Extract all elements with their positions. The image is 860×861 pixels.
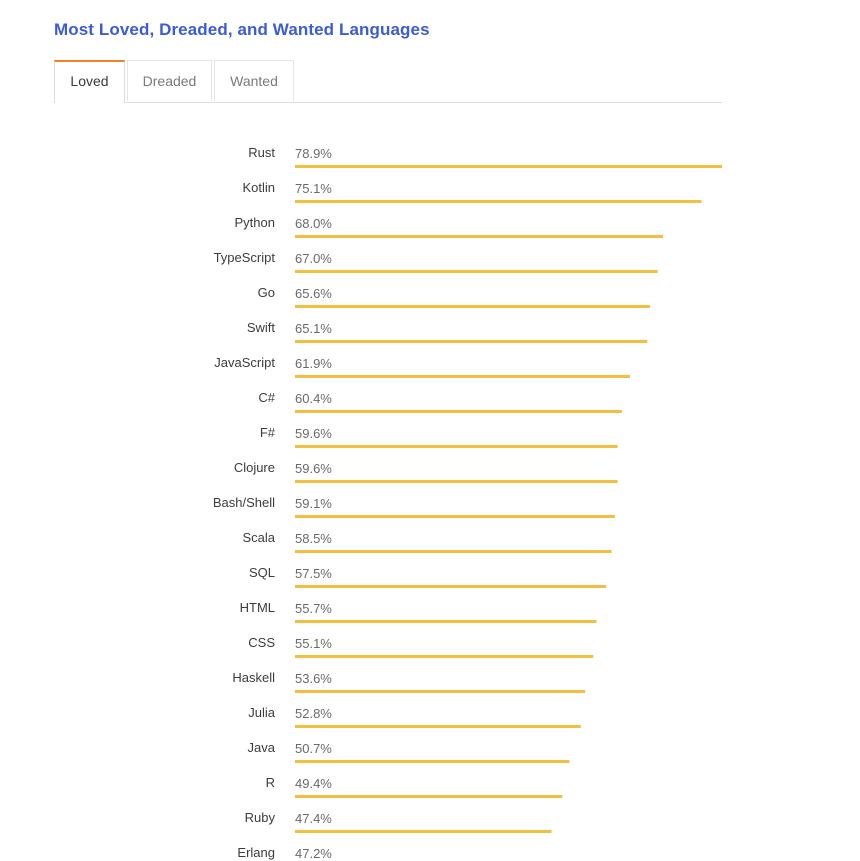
value-label: 75.1% [295, 181, 332, 196]
value-label: 65.6% [295, 286, 332, 301]
bar [295, 445, 618, 448]
bar [295, 340, 648, 343]
category-label: Haskell [232, 670, 275, 685]
bar [295, 200, 702, 203]
bar [295, 410, 622, 413]
value-label: 50.7% [295, 741, 332, 756]
value-label: 55.1% [295, 636, 332, 651]
bar [295, 375, 630, 378]
value-label: 60.4% [295, 391, 332, 406]
bar [295, 550, 612, 553]
bar [295, 830, 552, 833]
value-label: 49.4% [295, 776, 332, 791]
value-label: 53.6% [295, 671, 332, 686]
value-label: 47.4% [295, 811, 332, 826]
category-label: Go [258, 285, 275, 300]
category-label: Clojure [234, 460, 275, 475]
tab-loved[interactable]: Loved [54, 60, 125, 103]
category-label: Kotlin [242, 180, 275, 195]
category-label: F# [260, 425, 276, 440]
category-label: Ruby [245, 810, 276, 825]
category-label: Julia [248, 705, 276, 720]
value-label: 67.0% [295, 251, 332, 266]
bar [295, 585, 607, 588]
category-label: Rust [248, 145, 275, 160]
value-label: 47.2% [295, 846, 332, 861]
bar [295, 655, 594, 658]
category-label: HTML [240, 600, 275, 615]
bar [295, 270, 658, 273]
category-label: JavaScript [214, 355, 275, 370]
value-label: 78.9% [295, 146, 332, 161]
bar [295, 795, 563, 798]
value-label: 55.7% [295, 601, 332, 616]
bar [295, 690, 586, 693]
page-title: Most Loved, Dreaded, and Wanted Language… [54, 20, 430, 39]
bar [295, 515, 615, 518]
category-label: Erlang [237, 845, 275, 860]
tab-bar: Loved Dreaded Wanted [54, 60, 722, 103]
value-label: 52.8% [295, 706, 332, 721]
tab-dreaded[interactable]: Dreaded [127, 60, 212, 101]
category-label: Python [235, 215, 275, 230]
category-label: Swift [247, 320, 276, 335]
bar [295, 480, 618, 483]
category-label: CSS [248, 635, 275, 650]
value-label: 59.1% [295, 496, 332, 511]
value-label: 65.1% [295, 321, 332, 336]
tab-wanted[interactable]: Wanted [214, 60, 294, 101]
category-label: C# [258, 390, 275, 405]
category-label: Scala [242, 530, 275, 545]
bar [295, 235, 664, 238]
category-label: SQL [249, 565, 275, 580]
bar [295, 620, 597, 623]
value-label: 58.5% [295, 531, 332, 546]
value-label: 59.6% [295, 461, 332, 476]
bar [295, 725, 581, 728]
category-label: Java [248, 740, 276, 755]
category-label: TypeScript [214, 250, 276, 265]
category-label: Bash/Shell [213, 495, 275, 510]
bar [295, 760, 570, 763]
value-label: 59.6% [295, 426, 332, 441]
value-label: 61.9% [295, 356, 332, 371]
value-label: 57.5% [295, 566, 332, 581]
category-label: R [266, 775, 275, 790]
value-label: 68.0% [295, 216, 332, 231]
bar [295, 305, 651, 308]
bar [295, 165, 722, 168]
